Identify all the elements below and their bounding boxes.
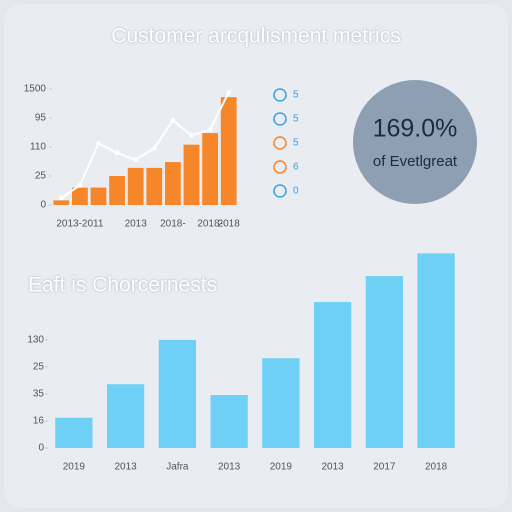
- y-tick-label: 25: [35, 171, 47, 182]
- line-point: [96, 141, 101, 147]
- bar: [106, 384, 145, 448]
- bar: [53, 200, 70, 205]
- bar: [210, 395, 248, 448]
- legend-icon: [273, 160, 287, 174]
- x-tick-label: 2018: [218, 219, 241, 230]
- y-tick-label: 16: [33, 416, 45, 427]
- bar: [220, 97, 237, 205]
- legend-label: 5: [293, 138, 299, 149]
- line-point: [151, 145, 157, 151]
- bar: [55, 417, 93, 448]
- line-point: [189, 132, 194, 138]
- y-tick-label: 35: [33, 389, 45, 400]
- bar: [365, 276, 404, 448]
- legend-icon: [273, 184, 287, 198]
- chart-title: Customer arcqulisment metrics: [111, 25, 400, 48]
- bar: [109, 176, 126, 205]
- line-point: [77, 182, 83, 188]
- x-tick-label: 2018: [425, 462, 448, 473]
- legend-icon: [273, 88, 287, 102]
- legend-label: 5: [293, 114, 299, 125]
- x-tick-label: 2013: [125, 219, 148, 230]
- bar: [313, 302, 352, 448]
- x-tick-label: 2018-: [197, 219, 223, 230]
- bar: [417, 253, 455, 448]
- x-tick-label: 2013-2011: [56, 219, 104, 230]
- bar: [90, 187, 107, 205]
- line-point: [170, 117, 176, 123]
- stat-circle: [353, 80, 477, 204]
- bar: [202, 133, 219, 205]
- line-point: [207, 127, 213, 133]
- legend-icon: [273, 136, 287, 150]
- line-point: [58, 195, 64, 201]
- x-tick-label: 2018-: [160, 219, 186, 230]
- bar: [164, 162, 181, 205]
- chart-title: Eaft is Chorcernests: [28, 274, 217, 297]
- line-point: [133, 157, 139, 163]
- stat-label: of Evetlgreat: [373, 153, 458, 170]
- line-point: [226, 89, 232, 95]
- line-point: [114, 150, 120, 156]
- y-tick-label: 95: [35, 113, 47, 124]
- bar: [262, 358, 300, 448]
- x-tick-label: 2019: [63, 462, 86, 473]
- y-tick-label: 130: [27, 335, 44, 346]
- x-tick-label: Jafra: [166, 462, 189, 473]
- bar: [158, 339, 197, 448]
- bar: [127, 167, 144, 205]
- y-tick-label: 110: [30, 142, 46, 153]
- bar: [146, 167, 163, 205]
- legend-label: 0: [293, 186, 299, 197]
- line: [60, 92, 230, 199]
- x-tick-label: 2017: [373, 462, 396, 473]
- y-tick-label: 0: [38, 443, 44, 454]
- bar: [183, 144, 200, 205]
- y-tick-label: 1500: [24, 84, 47, 95]
- x-tick-label: 2019: [270, 462, 293, 473]
- x-tick-label: 2013: [322, 462, 345, 473]
- legend-icon: [273, 112, 287, 126]
- y-tick-label: 25: [33, 362, 45, 373]
- stat-value: 169.0%: [373, 115, 458, 143]
- x-tick-label: 2013: [218, 462, 241, 473]
- bar: [71, 187, 88, 205]
- legend-label: 5: [293, 90, 299, 101]
- legend-label: 6: [293, 162, 299, 173]
- y-tick-label: 0: [40, 200, 46, 211]
- x-tick-label: 2013: [115, 462, 138, 473]
